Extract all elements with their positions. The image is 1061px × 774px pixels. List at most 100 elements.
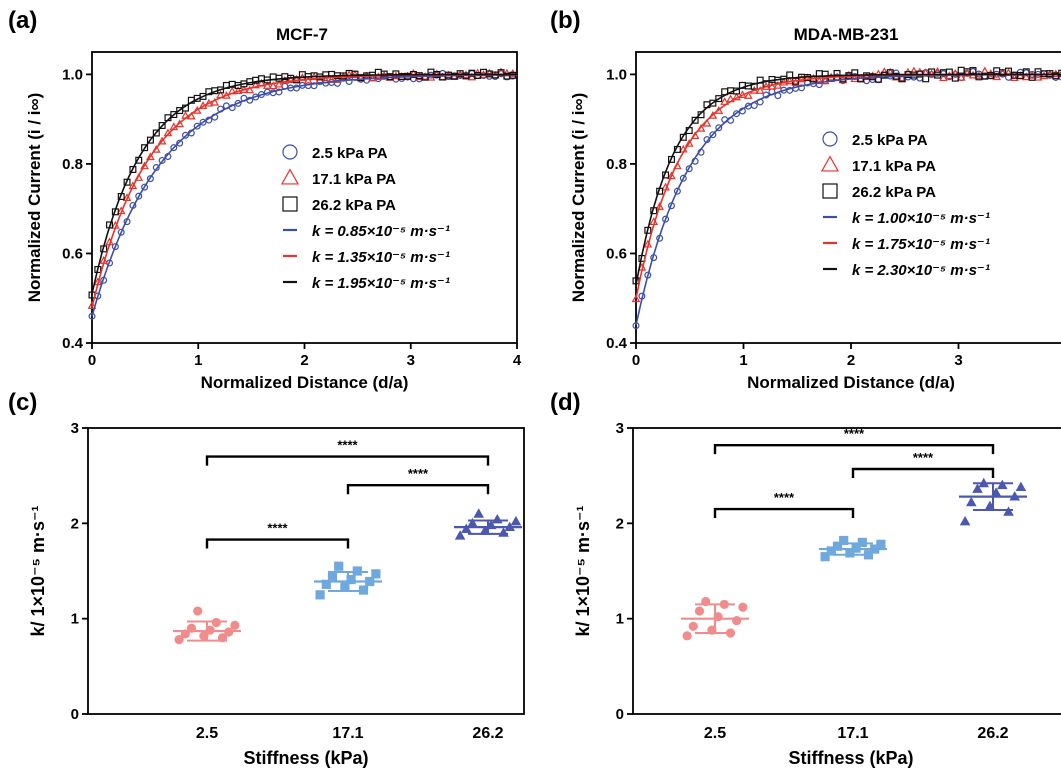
legend-label: k = 1.95×10⁻⁵ m·s⁻¹ bbox=[312, 275, 450, 292]
data-point bbox=[211, 617, 221, 628]
data-point bbox=[707, 625, 717, 635]
data-point bbox=[371, 569, 381, 579]
data-point bbox=[694, 606, 705, 616]
significance-label: **** bbox=[267, 521, 288, 536]
data-point bbox=[492, 514, 503, 524]
y-tick-label: 0.8 bbox=[606, 156, 627, 173]
data-point bbox=[498, 527, 509, 537]
data-point bbox=[1021, 72, 1031, 81]
data-point bbox=[230, 620, 240, 630]
plot-frame bbox=[632, 427, 1061, 715]
data-point bbox=[691, 116, 699, 124]
legend-label: 2.5 kPa PA bbox=[852, 132, 928, 149]
fit-curve bbox=[635, 73, 1061, 285]
y-tick-label: 1.0 bbox=[606, 66, 627, 83]
data-point bbox=[851, 543, 861, 553]
data-point bbox=[234, 99, 242, 107]
data-point bbox=[268, 81, 278, 90]
y-axis-label: k/ 1×10⁻⁵ m·s⁻¹ bbox=[28, 505, 48, 636]
data-point bbox=[679, 174, 687, 182]
data-point bbox=[176, 139, 184, 147]
data-point bbox=[655, 202, 665, 210]
panel-label: (b) bbox=[550, 7, 581, 34]
data-point bbox=[832, 541, 843, 551]
data-point bbox=[1015, 481, 1027, 492]
x-tick-label: 1 bbox=[194, 352, 202, 369]
x-tick-label: 3 bbox=[954, 352, 962, 369]
data-point bbox=[839, 535, 849, 546]
data-point bbox=[719, 599, 729, 609]
legend-marker bbox=[280, 168, 300, 185]
x-axis-label: Normalized Distance (d/a) bbox=[201, 373, 409, 392]
data-point bbox=[180, 629, 190, 639]
data-point bbox=[701, 596, 711, 607]
data-point bbox=[1039, 71, 1049, 80]
y-tick-label: 1 bbox=[616, 611, 624, 628]
data-point bbox=[697, 111, 705, 119]
data-point bbox=[815, 81, 823, 89]
data-point bbox=[485, 519, 497, 530]
data-point bbox=[182, 131, 190, 139]
data-point bbox=[959, 515, 971, 526]
y-axis-label: Normalized Current (i / i∞) bbox=[569, 93, 588, 303]
data-point bbox=[715, 95, 723, 103]
data-point bbox=[157, 136, 167, 145]
legend-label: 2.5 kPa PA bbox=[312, 145, 388, 162]
data-point bbox=[773, 80, 783, 89]
panel-c: (c) 0 1 2 3 2.5 17.1 26.2 Stiffness (kPa) k/ 1×10… bbox=[8, 389, 525, 768]
legend-label: k = 0.85×10⁻⁵ m·s⁻¹ bbox=[312, 223, 450, 240]
data-point bbox=[997, 479, 1008, 490]
data-point bbox=[199, 631, 209, 641]
data-point bbox=[454, 530, 466, 540]
legend-label: k = 1.00×10⁻⁵ m·s⁻¹ bbox=[852, 210, 990, 227]
data-point bbox=[358, 585, 369, 595]
legend-label: 26.2 kPa PA bbox=[312, 197, 396, 214]
data-point bbox=[1033, 72, 1043, 81]
x-tick-label: 1 bbox=[739, 352, 747, 369]
panel-b: (b)MDA-MB-231012340.40.60.81.0Normalized… bbox=[550, 7, 1061, 392]
data-point bbox=[274, 79, 284, 88]
x-tick-label: 26.2 bbox=[977, 725, 1008, 742]
data-point bbox=[321, 579, 331, 589]
y-tick-label: 3 bbox=[71, 420, 79, 437]
data-point bbox=[479, 525, 491, 535]
y-tick-label: 0.4 bbox=[606, 335, 628, 352]
data-point bbox=[755, 86, 765, 94]
legend: 2.5 kPa PA 17.1 kPa PA 26.2 kPa PA k = 1.00… bbox=[820, 131, 990, 279]
data-point bbox=[939, 73, 948, 82]
x-tick-label: 0 bbox=[632, 352, 640, 369]
x-axis-label: Stiffness (kPa) bbox=[788, 748, 913, 768]
data-point bbox=[135, 192, 143, 200]
data-point bbox=[927, 69, 936, 78]
x-tick-label: 2.5 bbox=[704, 725, 726, 742]
data-point bbox=[857, 537, 867, 547]
data-point bbox=[631, 294, 641, 303]
panel-label: (d) bbox=[550, 389, 581, 416]
panel-title: MCF-7 bbox=[276, 25, 328, 44]
data-point bbox=[870, 544, 880, 554]
data-point bbox=[170, 144, 178, 152]
panel-a: (a) MCF-7 0 1 2 3 4 0.4 0.6 0.8 1.0 Normalized Dist… bbox=[8, 7, 522, 392]
y-tick-label: 0.6 bbox=[62, 245, 83, 262]
significance-bracket bbox=[713, 507, 855, 519]
data-point bbox=[508, 69, 518, 77]
y-tick-label: 0 bbox=[616, 706, 624, 723]
significance-label: **** bbox=[337, 438, 358, 453]
x-tick-label: 2.5 bbox=[196, 725, 218, 742]
significance-bracket bbox=[851, 467, 995, 478]
significance-label: **** bbox=[913, 450, 934, 465]
x-tick-label: 0 bbox=[88, 352, 96, 369]
legend-marker bbox=[822, 183, 838, 199]
data-point bbox=[461, 523, 472, 533]
data-point bbox=[725, 628, 736, 638]
data-point bbox=[862, 72, 871, 81]
data-point bbox=[292, 74, 301, 83]
data-point bbox=[327, 572, 338, 582]
data-point bbox=[820, 552, 830, 562]
data-point bbox=[158, 122, 166, 130]
data-point bbox=[117, 228, 125, 236]
data-point bbox=[715, 124, 723, 132]
data-point bbox=[193, 606, 203, 616]
y-tick-label: 3 bbox=[616, 420, 624, 437]
data-point bbox=[956, 72, 966, 81]
